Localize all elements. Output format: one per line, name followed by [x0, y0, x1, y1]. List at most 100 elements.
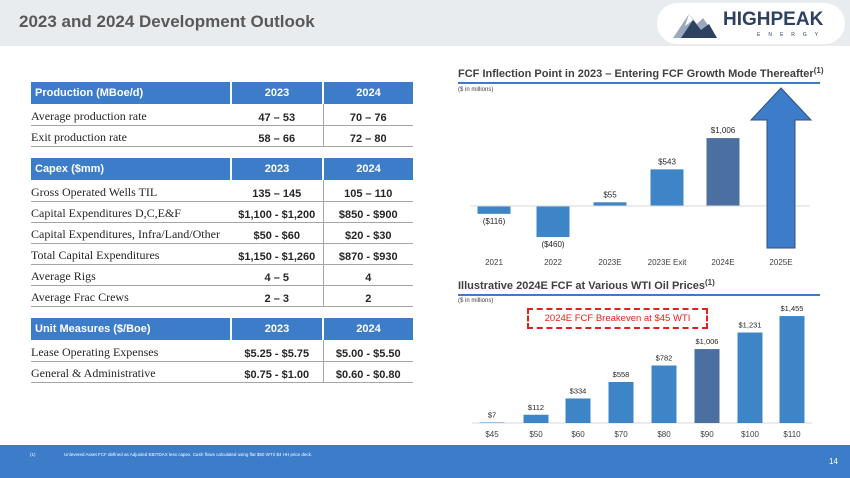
- wti-bar: [694, 349, 720, 423]
- table-header-row: Capex ($mm) 2023 2024: [31, 158, 413, 180]
- row-label: Lease Operating Expenses: [31, 340, 231, 362]
- table-row: Lease Operating Expenses $5.25 - $5.75 $…: [31, 340, 413, 362]
- fcf-category-label: 2025E: [769, 258, 792, 267]
- fcf-chart-rule: [458, 82, 820, 84]
- cell-2023: 135 – 145: [231, 180, 324, 202]
- footnote-text: Unlevered Asset FCF defined as Adjusted …: [64, 452, 313, 457]
- logo-sub: ENERGY: [757, 32, 827, 38]
- row-label: Total Capital Expenditures: [31, 243, 231, 265]
- wti-bar: [608, 381, 634, 423]
- fcf-category-label: 2023E: [598, 258, 621, 267]
- wti-data-label: $7: [488, 410, 496, 419]
- wti-data-label: $1,455: [781, 304, 804, 313]
- wti-bar: [779, 316, 805, 423]
- cell-2023: $1,150 - $1,260: [231, 243, 324, 265]
- table-header-cell: 2024: [323, 82, 413, 104]
- page-number: 14: [829, 457, 838, 466]
- wti-category-label: $90: [700, 430, 714, 439]
- fcf-bar: [650, 169, 684, 206]
- wti-data-label: $112: [528, 403, 544, 412]
- wti-bar: [565, 398, 591, 423]
- cell-2023: $5.25 - $5.75: [231, 340, 324, 362]
- wti-category-label: $60: [571, 430, 585, 439]
- table-header-cell: Capex ($mm): [31, 158, 232, 180]
- fcf-data-label: $1,006: [711, 126, 736, 135]
- table-row: Average Rigs 4 – 5 4: [31, 264, 413, 286]
- fcf-chart-unit: ($ in millions): [458, 87, 494, 93]
- capex-table: Capex ($mm) 2023 2024 Gross Operated Wel…: [31, 158, 413, 307]
- fcf-category-label: 2022: [544, 258, 562, 267]
- cell-2023: 2 – 3: [231, 285, 324, 307]
- mountain-logo-icon: [673, 14, 717, 38]
- cell-2024: 105 – 110: [323, 180, 413, 202]
- fcf-bar: [477, 206, 511, 214]
- fcf-bar: [593, 202, 627, 206]
- logo-brand: HIGHPEAK: [723, 9, 824, 30]
- row-label: Exit production rate: [31, 125, 231, 147]
- row-label: Capital Expenditures D,C,E&F: [31, 201, 231, 223]
- table-row: Capital Expenditures, Infra/Land/Other $…: [31, 222, 413, 244]
- cell-2024: $0.60 - $0.80: [323, 361, 413, 383]
- table-header-cell: 2024: [323, 318, 413, 340]
- wti-data-label: $1,006: [696, 337, 719, 346]
- page-title: 2023 and 2024 Development Outlook: [19, 12, 315, 31]
- table-row: Exit production rate 58 – 66 72 – 80: [31, 125, 413, 147]
- row-label: Capital Expenditures, Infra/Land/Other: [31, 222, 231, 244]
- fcf-data-label: ($460): [541, 240, 564, 249]
- table-header-cell: Production (MBoe/d): [31, 82, 232, 104]
- wti-bar: [651, 365, 677, 423]
- table-row: Average production rate 47 – 53 70 – 76: [31, 104, 413, 126]
- row-label: Average Rigs: [31, 264, 231, 286]
- fcf-category-label: 2021: [485, 258, 503, 267]
- wti-chart-rule: [458, 294, 820, 296]
- cell-2023: $50 - $60: [231, 222, 324, 244]
- unit-measures-table: Unit Measures ($/Boe) 2023 2024 Lease Op…: [31, 318, 413, 383]
- fcf-category-label: 2024E: [711, 258, 734, 267]
- company-logo: HIGHPEAK ENERGY: [657, 3, 845, 44]
- row-label: Gross Operated Wells TIL: [31, 180, 231, 202]
- cell-2024: $20 - $30: [323, 222, 413, 244]
- table-header-cell: Unit Measures ($/Boe): [31, 318, 232, 340]
- wti-category-label: $50: [529, 430, 543, 439]
- cell-2024: 70 – 76: [323, 104, 413, 126]
- cell-2023: 47 – 53: [231, 104, 324, 126]
- breakeven-callout: 2024E FCF Breakeven at $45 WTI: [527, 308, 708, 329]
- cell-2023: 58 – 66: [231, 125, 324, 147]
- table-header-cell: 2024: [323, 158, 413, 180]
- table-header-row: Production (MBoe/d) 2023 2024: [31, 82, 413, 104]
- table-row: Capital Expenditures D,C,E&F $1,100 - $1…: [31, 201, 413, 223]
- wti-data-label: $1,231: [739, 321, 762, 330]
- wti-data-label: $334: [570, 386, 587, 395]
- row-label: General & Administrative: [31, 361, 231, 383]
- wti-bar: [479, 422, 505, 423]
- table-header-cell: 2023: [231, 318, 324, 340]
- wti-category-label: $80: [657, 430, 671, 439]
- fcf-bar: [706, 138, 740, 206]
- footnote-marker: (1): [30, 452, 36, 457]
- table-row: Average Frac Crews 2 – 3 2: [31, 285, 413, 307]
- fcf-data-label: $543: [658, 157, 676, 166]
- table-row: General & Administrative $0.75 - $1.00 $…: [31, 361, 413, 383]
- fcf-data-label: $55: [603, 190, 617, 199]
- wti-chart-title: Illustrative 2024E FCF at Various WTI Oi…: [458, 278, 715, 292]
- growth-arrow-icon: [749, 87, 813, 249]
- wti-chart-unit: ($ in millions): [458, 298, 494, 304]
- wti-data-label: $558: [613, 370, 630, 379]
- table-header-cell: 2023: [231, 158, 324, 180]
- fcf-data-label: ($116): [483, 217, 506, 226]
- wti-bar: [737, 332, 763, 423]
- row-label: Average Frac Crews: [31, 285, 231, 307]
- fcf-chart-title: FCF Inflection Point in 2023 – Entering …: [458, 66, 824, 80]
- table-header-cell: 2023: [231, 82, 324, 104]
- wti-data-label: $782: [656, 354, 673, 363]
- cell-2024: 4: [323, 264, 413, 286]
- fcf-category-label: 2023E Exit: [648, 258, 687, 267]
- fcf-bar: [536, 206, 570, 238]
- cell-2023: $0.75 - $1.00: [231, 361, 324, 383]
- wti-category-label: $100: [741, 430, 759, 439]
- table-row: Gross Operated Wells TIL 135 – 145 105 –…: [31, 180, 413, 202]
- wti-bar: [523, 414, 549, 423]
- cell-2024: 2: [323, 285, 413, 307]
- footer-band: [0, 445, 850, 478]
